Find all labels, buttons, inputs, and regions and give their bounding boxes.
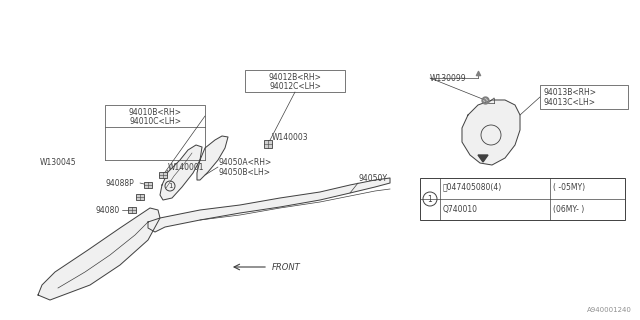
Bar [144,182,152,188]
Text: 94080: 94080 [95,205,119,214]
Text: A940001240: A940001240 [587,307,632,313]
Text: 94088P: 94088P [105,179,134,188]
Text: FRONT: FRONT [272,262,301,271]
Text: W140001: W140001 [168,163,205,172]
Bar [105,105,205,127]
Polygon shape [478,155,488,162]
Text: 1: 1 [428,195,433,204]
Bar [540,85,628,109]
Text: ( -05MY): ( -05MY) [553,182,585,191]
Text: 94012B<RH>: 94012B<RH> [269,73,321,82]
Text: 94010C<LH>: 94010C<LH> [129,116,181,125]
Text: 94012C<LH>: 94012C<LH> [269,82,321,91]
Text: 94013B<RH>: 94013B<RH> [544,87,597,97]
Polygon shape [160,145,202,200]
Text: 94050B<LH>: 94050B<LH> [218,167,270,177]
Text: W130099: W130099 [430,74,467,83]
Bar [245,70,345,92]
Text: Ⓢ047405080(4): Ⓢ047405080(4) [443,182,502,191]
Text: 94013C<LH>: 94013C<LH> [544,98,596,107]
Text: Q740010: Q740010 [443,204,478,213]
Bar [136,194,144,200]
Text: 94010B<RH>: 94010B<RH> [129,108,182,116]
Text: W130045: W130045 [40,157,77,166]
Polygon shape [148,178,390,232]
Text: (06MY- ): (06MY- ) [553,204,584,213]
Bar [128,207,136,213]
Bar [264,140,272,148]
Bar [159,172,167,178]
Polygon shape [462,100,520,165]
Polygon shape [197,136,228,180]
Text: 94050Y: 94050Y [358,173,387,182]
Text: 94050A<RH>: 94050A<RH> [218,157,271,166]
Bar [420,178,625,220]
Text: 1: 1 [168,183,172,189]
Polygon shape [38,208,160,300]
Text: W140003: W140003 [272,132,308,141]
